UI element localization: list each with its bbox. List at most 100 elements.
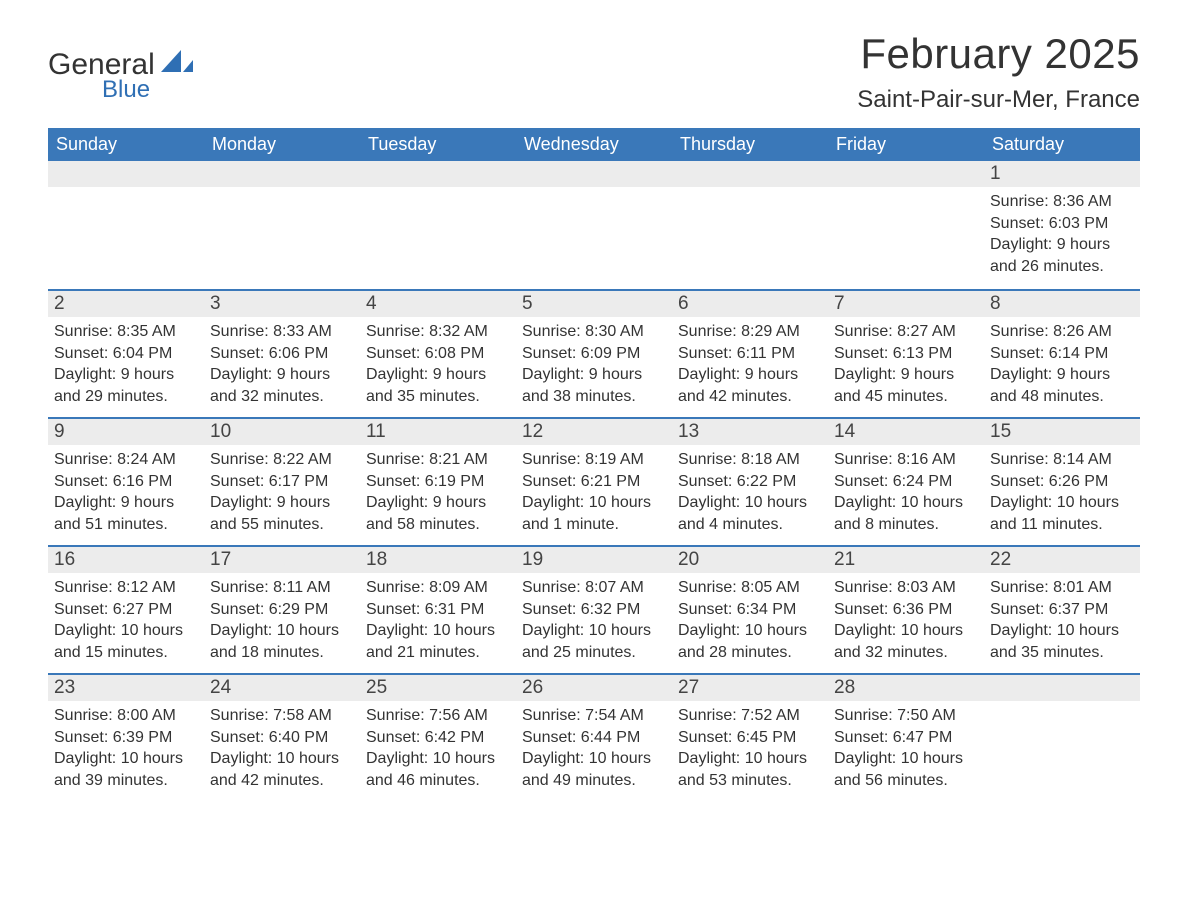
day-daylight2: and 53 minutes. bbox=[678, 770, 822, 792]
day-number: 20 bbox=[672, 545, 828, 573]
day-sunset: Sunset: 6:19 PM bbox=[366, 471, 510, 493]
day-daylight1: Daylight: 10 hours bbox=[522, 492, 666, 514]
title-block: February 2025 Saint-Pair-sur-Mer, France bbox=[857, 30, 1140, 114]
day-sunrise: Sunrise: 8:35 AM bbox=[54, 321, 198, 343]
day-body: Sunrise: 8:19 AMSunset: 6:21 PMDaylight:… bbox=[516, 445, 672, 543]
day-body: Sunrise: 8:27 AMSunset: 6:13 PMDaylight:… bbox=[828, 317, 984, 415]
calendar-cell: 13Sunrise: 8:18 AMSunset: 6:22 PMDayligh… bbox=[672, 417, 828, 545]
calendar-cell: 26Sunrise: 7:54 AMSunset: 6:44 PMDayligh… bbox=[516, 673, 672, 801]
day-sunset: Sunset: 6:36 PM bbox=[834, 599, 978, 621]
calendar-week-row: 9Sunrise: 8:24 AMSunset: 6:16 PMDaylight… bbox=[48, 417, 1140, 545]
logo: General Blue bbox=[48, 30, 193, 104]
calendar-cell: 23Sunrise: 8:00 AMSunset: 6:39 PMDayligh… bbox=[48, 673, 204, 801]
day-daylight2: and 58 minutes. bbox=[366, 514, 510, 536]
day-daylight2: and 1 minute. bbox=[522, 514, 666, 536]
day-body: Sunrise: 8:35 AMSunset: 6:04 PMDaylight:… bbox=[48, 317, 204, 415]
day-number: 13 bbox=[672, 417, 828, 445]
day-number: 21 bbox=[828, 545, 984, 573]
day-sunrise: Sunrise: 8:14 AM bbox=[990, 449, 1134, 471]
day-body: Sunrise: 8:05 AMSunset: 6:34 PMDaylight:… bbox=[672, 573, 828, 671]
calendar-cell: 16Sunrise: 8:12 AMSunset: 6:27 PMDayligh… bbox=[48, 545, 204, 673]
day-body: Sunrise: 7:52 AMSunset: 6:45 PMDaylight:… bbox=[672, 701, 828, 799]
day-sunrise: Sunrise: 7:52 AM bbox=[678, 705, 822, 727]
day-daylight1: Daylight: 10 hours bbox=[678, 748, 822, 770]
day-number: 27 bbox=[672, 673, 828, 701]
calendar-cell: 5Sunrise: 8:30 AMSunset: 6:09 PMDaylight… bbox=[516, 289, 672, 417]
day-sunset: Sunset: 6:45 PM bbox=[678, 727, 822, 749]
day-daylight2: and 35 minutes. bbox=[990, 642, 1134, 664]
day-daylight1: Daylight: 10 hours bbox=[990, 492, 1134, 514]
day-daylight1: Daylight: 9 hours bbox=[522, 364, 666, 386]
day-number: 14 bbox=[828, 417, 984, 445]
day-daylight2: and 25 minutes. bbox=[522, 642, 666, 664]
day-sunset: Sunset: 6:08 PM bbox=[366, 343, 510, 365]
day-sunset: Sunset: 6:31 PM bbox=[366, 599, 510, 621]
day-sunrise: Sunrise: 8:00 AM bbox=[54, 705, 198, 727]
day-number: 5 bbox=[516, 289, 672, 317]
calendar-cell bbox=[360, 161, 516, 289]
calendar-cell: 21Sunrise: 8:03 AMSunset: 6:36 PMDayligh… bbox=[828, 545, 984, 673]
day-number-empty bbox=[204, 161, 360, 187]
day-sunset: Sunset: 6:42 PM bbox=[366, 727, 510, 749]
day-sunset: Sunset: 6:44 PM bbox=[522, 727, 666, 749]
day-body: Sunrise: 8:03 AMSunset: 6:36 PMDaylight:… bbox=[828, 573, 984, 671]
day-number-empty bbox=[516, 161, 672, 187]
day-daylight2: and 32 minutes. bbox=[834, 642, 978, 664]
day-daylight2: and 48 minutes. bbox=[990, 386, 1134, 408]
day-daylight2: and 26 minutes. bbox=[990, 256, 1134, 278]
day-sunrise: Sunrise: 8:05 AM bbox=[678, 577, 822, 599]
day-daylight1: Daylight: 9 hours bbox=[366, 492, 510, 514]
day-body: Sunrise: 8:12 AMSunset: 6:27 PMDaylight:… bbox=[48, 573, 204, 671]
day-body: Sunrise: 8:11 AMSunset: 6:29 PMDaylight:… bbox=[204, 573, 360, 671]
day-number-empty bbox=[360, 161, 516, 187]
day-sunset: Sunset: 6:21 PM bbox=[522, 471, 666, 493]
day-sunrise: Sunrise: 8:01 AM bbox=[990, 577, 1134, 599]
calendar-cell bbox=[672, 161, 828, 289]
day-daylight1: Daylight: 10 hours bbox=[522, 620, 666, 642]
day-number-empty bbox=[828, 161, 984, 187]
day-daylight1: Daylight: 10 hours bbox=[678, 492, 822, 514]
day-number: 12 bbox=[516, 417, 672, 445]
day-daylight1: Daylight: 10 hours bbox=[678, 620, 822, 642]
day-sunrise: Sunrise: 8:11 AM bbox=[210, 577, 354, 599]
calendar-cell: 4Sunrise: 8:32 AMSunset: 6:08 PMDaylight… bbox=[360, 289, 516, 417]
day-body: Sunrise: 8:26 AMSunset: 6:14 PMDaylight:… bbox=[984, 317, 1140, 415]
logo-sail-icon bbox=[161, 50, 193, 77]
day-body: Sunrise: 7:56 AMSunset: 6:42 PMDaylight:… bbox=[360, 701, 516, 799]
day-sunrise: Sunrise: 8:33 AM bbox=[210, 321, 354, 343]
day-number: 2 bbox=[48, 289, 204, 317]
day-daylight1: Daylight: 10 hours bbox=[834, 492, 978, 514]
day-body: Sunrise: 8:32 AMSunset: 6:08 PMDaylight:… bbox=[360, 317, 516, 415]
day-daylight1: Daylight: 10 hours bbox=[990, 620, 1134, 642]
calendar-cell: 7Sunrise: 8:27 AMSunset: 6:13 PMDaylight… bbox=[828, 289, 984, 417]
day-sunset: Sunset: 6:17 PM bbox=[210, 471, 354, 493]
day-daylight2: and 45 minutes. bbox=[834, 386, 978, 408]
day-sunrise: Sunrise: 8:32 AM bbox=[366, 321, 510, 343]
day-sunrise: Sunrise: 8:03 AM bbox=[834, 577, 978, 599]
day-sunrise: Sunrise: 8:09 AM bbox=[366, 577, 510, 599]
day-body: Sunrise: 8:30 AMSunset: 6:09 PMDaylight:… bbox=[516, 317, 672, 415]
calendar-cell: 27Sunrise: 7:52 AMSunset: 6:45 PMDayligh… bbox=[672, 673, 828, 801]
day-body: Sunrise: 8:07 AMSunset: 6:32 PMDaylight:… bbox=[516, 573, 672, 671]
day-sunrise: Sunrise: 8:22 AM bbox=[210, 449, 354, 471]
calendar-cell: 25Sunrise: 7:56 AMSunset: 6:42 PMDayligh… bbox=[360, 673, 516, 801]
day-header: Friday bbox=[828, 128, 984, 161]
day-header: Saturday bbox=[984, 128, 1140, 161]
day-daylight2: and 38 minutes. bbox=[522, 386, 666, 408]
day-sunset: Sunset: 6:04 PM bbox=[54, 343, 198, 365]
day-sunset: Sunset: 6:24 PM bbox=[834, 471, 978, 493]
day-sunrise: Sunrise: 8:26 AM bbox=[990, 321, 1134, 343]
day-number: 1 bbox=[984, 161, 1140, 187]
day-daylight2: and 46 minutes. bbox=[366, 770, 510, 792]
day-header: Wednesday bbox=[516, 128, 672, 161]
day-sunrise: Sunrise: 8:36 AM bbox=[990, 191, 1134, 213]
day-sunset: Sunset: 6:16 PM bbox=[54, 471, 198, 493]
day-daylight2: and 4 minutes. bbox=[678, 514, 822, 536]
logo-word-blue: Blue bbox=[102, 76, 193, 104]
day-body: Sunrise: 8:21 AMSunset: 6:19 PMDaylight:… bbox=[360, 445, 516, 543]
calendar-week-row: 2Sunrise: 8:35 AMSunset: 6:04 PMDaylight… bbox=[48, 289, 1140, 417]
day-sunset: Sunset: 6:39 PM bbox=[54, 727, 198, 749]
calendar-cell: 28Sunrise: 7:50 AMSunset: 6:47 PMDayligh… bbox=[828, 673, 984, 801]
day-number-empty bbox=[672, 161, 828, 187]
calendar-cell: 9Sunrise: 8:24 AMSunset: 6:16 PMDaylight… bbox=[48, 417, 204, 545]
